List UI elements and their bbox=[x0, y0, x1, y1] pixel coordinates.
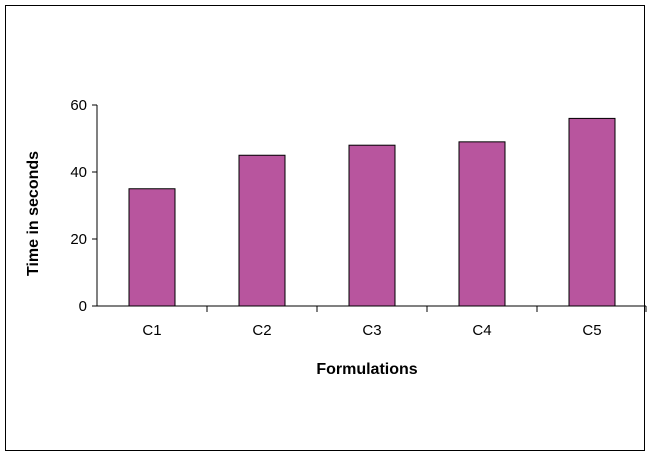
y-tick-label: 40 bbox=[70, 164, 87, 181]
y-ticks-group: 0 20 40 60 bbox=[70, 97, 97, 315]
bar-c3 bbox=[348, 144, 396, 307]
chart-frame bbox=[5, 5, 645, 451]
y-tick-label: 20 bbox=[70, 231, 87, 248]
y-tick-label: 60 bbox=[70, 97, 87, 114]
y-axis-title: Time in seconds bbox=[25, 151, 42, 276]
x-tick-label: C4 bbox=[472, 322, 491, 339]
x-tick-label: C1 bbox=[142, 322, 161, 339]
bar-c5 bbox=[568, 117, 616, 307]
bar-c4 bbox=[458, 141, 506, 307]
x-tick-label: C2 bbox=[252, 322, 271, 339]
x-tick-label: C5 bbox=[582, 322, 601, 339]
x-tick-label: C3 bbox=[362, 322, 381, 339]
bar-c2 bbox=[238, 154, 286, 307]
x-axis-title: Formulations bbox=[316, 361, 417, 378]
x-ticks-group: C1 C2 C3 C4 C5 bbox=[142, 306, 647, 339]
bars-group bbox=[128, 117, 616, 307]
bar-c1 bbox=[128, 188, 176, 307]
y-tick-label: 0 bbox=[79, 298, 87, 315]
